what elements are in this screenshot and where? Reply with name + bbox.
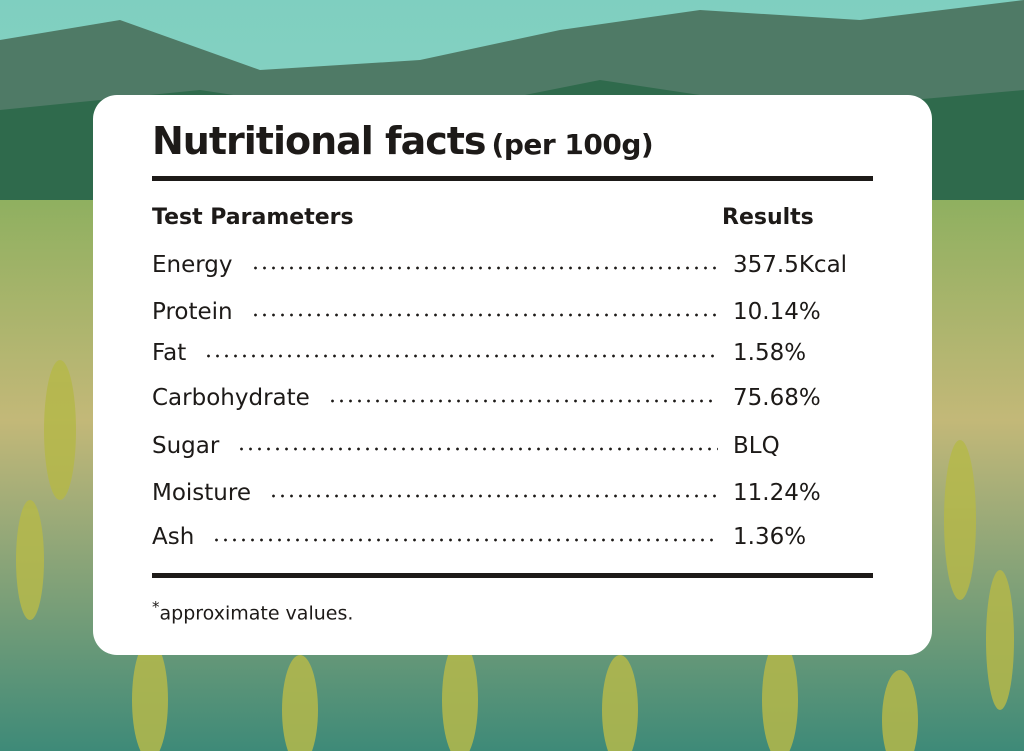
dot-leader — [237, 447, 718, 451]
table-row: Moisture 11.24% — [152, 478, 873, 508]
title: Nutritional facts — [152, 119, 487, 163]
parameter: Protein — [152, 299, 233, 325]
dot-leader — [327, 399, 718, 403]
result: 75.68% — [733, 385, 821, 411]
result: BLQ — [733, 433, 780, 459]
footnote-mark: * — [152, 598, 160, 616]
table-row: Fat 1.58% — [152, 338, 873, 368]
title-row: Nutritional facts (per 100g) — [152, 119, 654, 163]
footnote-text: approximate values. — [159, 602, 354, 625]
subtitle: (per 100g) — [491, 128, 654, 161]
parameter: Fat — [152, 340, 187, 366]
table-row: Protein 10.14% — [152, 297, 873, 327]
dot-leader — [250, 266, 718, 270]
dot-leader — [212, 538, 718, 542]
dot-leader — [269, 494, 718, 498]
result: 11.24% — [733, 480, 821, 506]
result: 1.58% — [733, 340, 807, 366]
column-header: Test Parameters — [152, 205, 354, 230]
result: 1.36% — [733, 524, 807, 550]
parameter: Ash — [152, 524, 195, 550]
result: 357.5Kcal — [733, 252, 848, 278]
dot-leader — [204, 354, 718, 358]
footnote: *approximate values. — [152, 598, 353, 624]
table-row: Ash 1.36% — [152, 522, 873, 552]
parameter: Carbohydrate — [152, 385, 310, 411]
parameter: Sugar — [152, 433, 220, 459]
table-row: Energy 357.5Kcal — [152, 250, 873, 280]
parameter: Moisture — [152, 480, 251, 506]
divider — [152, 573, 873, 578]
table-row: Carbohydrate 75.68% — [152, 383, 873, 413]
result: 10.14% — [733, 299, 821, 325]
nutrition-card: Nutritional facts (per 100g) Test Paramet… — [93, 95, 932, 655]
divider — [152, 176, 873, 181]
dot-leader — [250, 313, 718, 317]
column-header: Results — [722, 205, 814, 230]
table-row: Sugar BLQ — [152, 431, 873, 461]
parameter: Energy — [152, 252, 233, 278]
